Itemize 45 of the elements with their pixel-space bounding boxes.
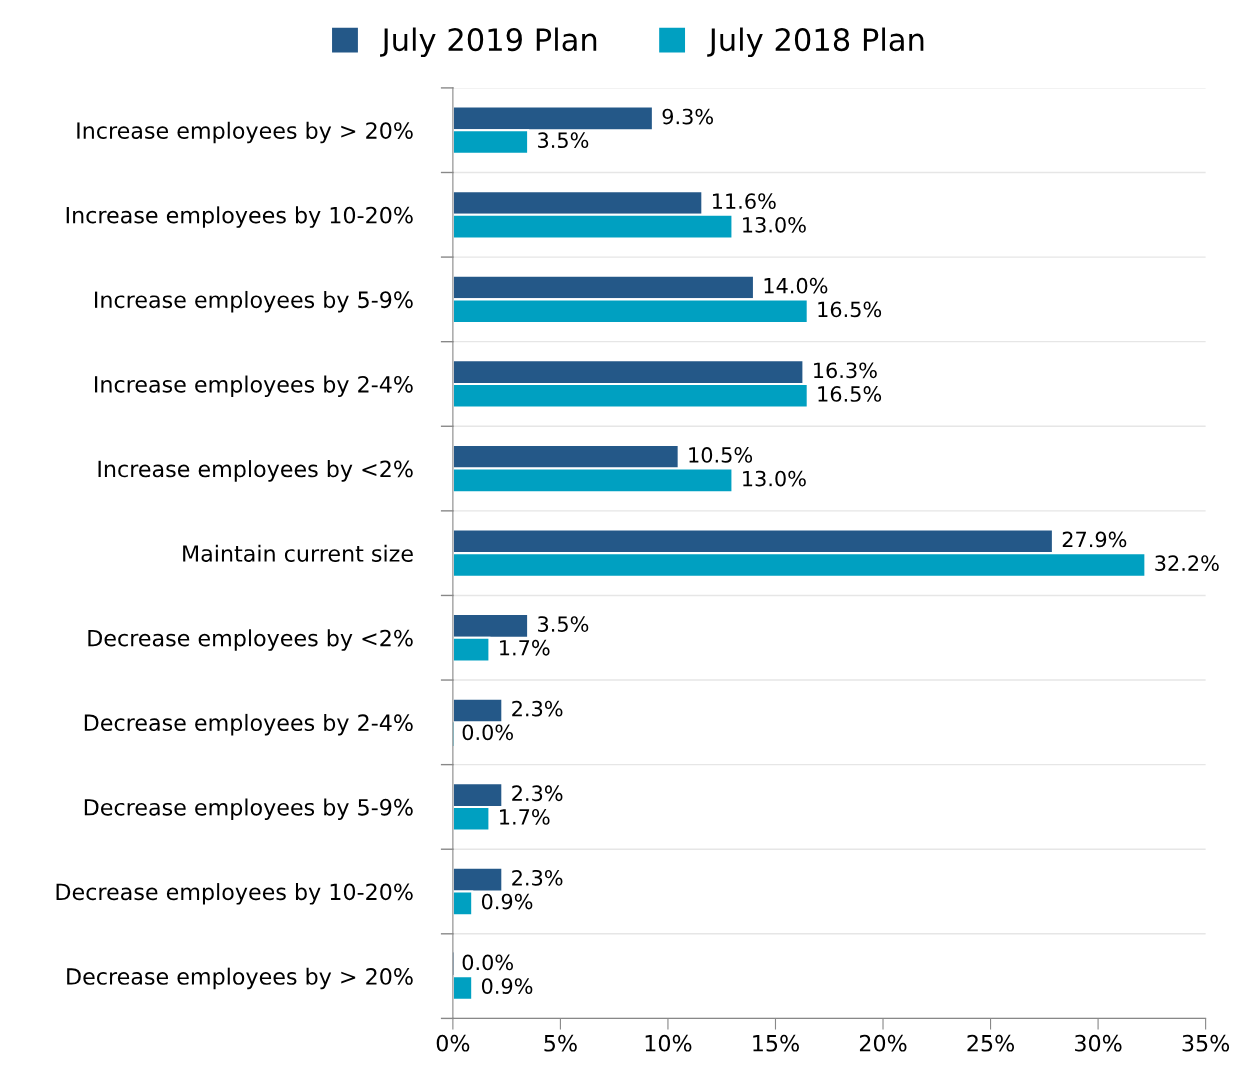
data-label: 2.3% — [512, 700, 563, 717]
x-tick-label: 30% — [1075, 1034, 1122, 1052]
legend-label: July 2018 Plan — [707, 27, 924, 58]
data-label: 14.0% — [764, 277, 828, 294]
x-tick-label: 35% — [1182, 1034, 1230, 1052]
y-tick-label: Increase employees by 10-20% — [66, 206, 413, 228]
data-label: 10.5% — [689, 447, 753, 463]
data-label: 32.2% — [1155, 555, 1219, 572]
y-tick-label: Decrease employees by <2% — [88, 629, 413, 651]
data-label: 16.5% — [818, 301, 882, 318]
data-label: 3.5% — [538, 132, 589, 149]
data-label: 11.6% — [712, 193, 776, 209]
data-label: 3.5% — [538, 616, 589, 632]
y-tick-label: Decrease employees by > 20% — [67, 967, 413, 990]
data-label: 16.3% — [814, 362, 877, 379]
data-label: 27.9% — [1062, 531, 1127, 548]
x-tick-label: 0% — [436, 1034, 470, 1052]
data-label: 0.9% — [481, 978, 533, 994]
y-tick-label: Increase employees by <2% — [98, 460, 413, 482]
data-label: 0.9% — [481, 893, 533, 910]
data-label: 1.7% — [500, 809, 550, 825]
data-label: 0.0% — [462, 954, 513, 971]
data-label: 2.3% — [512, 869, 563, 886]
x-tick-label: 15% — [753, 1034, 799, 1052]
y-tick-label: Increase employees by 5-9% — [95, 290, 413, 313]
x-tick-label: 20% — [859, 1034, 907, 1052]
data-label: 13.0% — [743, 470, 806, 487]
y-tick-label: Maintain current size — [183, 544, 413, 562]
x-tick-label: 10% — [645, 1034, 692, 1052]
data-label: 9.3% — [662, 108, 713, 125]
bar — [452, 697, 504, 724]
data-label: 16.5% — [818, 386, 882, 402]
data-label: 2.3% — [512, 785, 563, 802]
y-tick-label: Decrease employees by 5-9% — [84, 798, 413, 820]
y-tick-label: Increase employees by > 20% — [77, 121, 413, 144]
bar — [452, 975, 474, 1001]
y-tick-label: Decrease employees by 2-4% — [84, 713, 413, 736]
x-tick-label: 25% — [967, 1034, 1015, 1052]
data-label: 13.0% — [743, 216, 806, 233]
y-tick-label: Increase employees by 2-4% — [95, 375, 413, 398]
x-tick-label: 5% — [544, 1034, 577, 1052]
y-tick-label: Decrease employees by 10-20% — [56, 883, 413, 905]
legend-label: July 2019 Plan — [380, 27, 597, 58]
data-label: 1.7% — [500, 639, 550, 656]
data-label: 0.0% — [462, 724, 513, 741]
